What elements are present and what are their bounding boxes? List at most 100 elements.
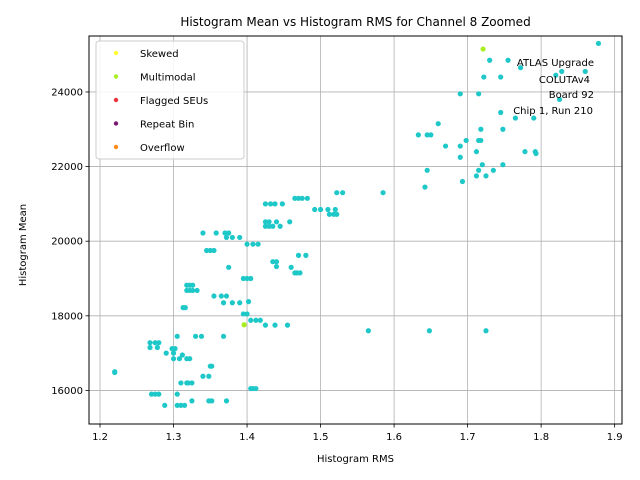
data-point (229, 234, 235, 241)
data-point (325, 206, 331, 213)
data-points (112, 40, 602, 408)
data-point (273, 219, 280, 225)
legend-label: Overflow (140, 143, 185, 154)
data-point (226, 264, 232, 270)
data-point (209, 363, 215, 369)
data-point (457, 154, 463, 160)
data-point (380, 190, 386, 196)
data-point (223, 398, 230, 404)
data-point (487, 57, 493, 63)
data-point (262, 219, 269, 225)
legend-label: Skewed (140, 49, 179, 60)
data-point (295, 252, 302, 258)
data-point (582, 68, 588, 75)
legend-marker (113, 97, 119, 103)
data-point (257, 317, 263, 323)
legend-marker (113, 144, 119, 150)
data-point (237, 300, 243, 306)
data-point (253, 317, 259, 323)
chart-title: Histogram Mean vs Histogram RMS for Chan… (180, 15, 530, 29)
legend-marker (113, 121, 119, 126)
data-point (365, 328, 371, 334)
plot-frame (88, 35, 623, 425)
data-point (517, 65, 524, 71)
data-point (237, 234, 243, 241)
data-point (147, 340, 153, 346)
data-point (112, 369, 118, 376)
legend-marker (113, 50, 119, 56)
data-point (498, 109, 504, 116)
data-point (154, 344, 160, 351)
data-point (156, 340, 162, 346)
data-point (244, 311, 250, 317)
grid (89, 36, 622, 424)
data-point (312, 206, 318, 213)
data-point (553, 72, 559, 78)
data-point (204, 247, 210, 254)
data-point (505, 57, 511, 63)
data-point (223, 234, 230, 241)
data-point (442, 143, 449, 149)
data-point (476, 167, 482, 173)
annotation: ATLAS Upgrade COLUTAv4 Board 92 Chip 1, … (513, 58, 594, 117)
data-point (457, 91, 463, 97)
data-point (179, 352, 185, 358)
data-point (211, 293, 217, 299)
annotation-line-4: Chip 1, Run 210 (513, 106, 593, 117)
data-point (187, 356, 193, 362)
data-point (317, 206, 324, 213)
x-tick-label: 1.5 (313, 432, 329, 443)
annotation-line-3: Board 92 (549, 90, 594, 101)
y-tick-label: 24000 (51, 87, 83, 98)
data-point (178, 402, 184, 408)
data-point (481, 74, 487, 80)
data-point (211, 247, 217, 254)
data-point (229, 300, 235, 306)
data-point (334, 190, 340, 196)
data-point (272, 322, 278, 328)
y-tick-label: 18000 (51, 311, 83, 322)
data-point (273, 263, 280, 270)
data-point (266, 219, 272, 225)
data-point (226, 230, 232, 236)
data-point (240, 275, 246, 282)
data-point (473, 149, 480, 155)
legend-box (95, 40, 245, 160)
data-point (248, 275, 254, 282)
data-point (483, 173, 489, 179)
data-point (531, 115, 537, 121)
data-point (152, 391, 158, 397)
data-point (326, 211, 333, 217)
data-point (556, 96, 563, 103)
data-point (533, 150, 539, 157)
data-point (272, 201, 278, 207)
data-point (498, 74, 504, 80)
data-point (295, 195, 302, 201)
data-point (198, 333, 205, 339)
data-point (241, 322, 247, 328)
legend-label: Multimodal (140, 73, 196, 84)
data-point (253, 385, 259, 392)
data-point (189, 398, 195, 404)
data-point (244, 241, 250, 247)
data-point (223, 293, 230, 299)
data-point (190, 287, 196, 294)
data-point (415, 132, 421, 138)
data-point (457, 143, 463, 149)
data-point (500, 162, 506, 168)
x-tick-label: 1.3 (166, 432, 182, 443)
data-point (435, 121, 441, 127)
data-point (174, 391, 180, 397)
data-point (248, 317, 254, 323)
data-point (174, 333, 180, 339)
data-point (500, 126, 506, 132)
data-point (270, 259, 276, 265)
data-point (170, 356, 177, 362)
data-point (332, 206, 338, 213)
y-tick-label: 20000 (51, 237, 83, 248)
data-point (147, 344, 153, 351)
data-point (478, 137, 484, 144)
data-point (163, 350, 169, 356)
x-tick-label: 1.7 (460, 432, 476, 443)
data-point (270, 223, 276, 229)
